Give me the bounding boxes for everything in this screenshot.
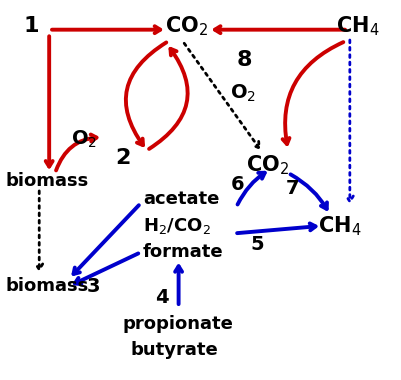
Text: 7: 7: [286, 179, 300, 198]
Text: biomass: biomass: [5, 171, 89, 190]
Text: O$_2$: O$_2$: [230, 83, 256, 104]
Text: 3: 3: [87, 277, 101, 296]
Text: CH$_4$: CH$_4$: [336, 14, 379, 38]
Text: CO$_2$: CO$_2$: [246, 154, 290, 177]
Text: O$_2$: O$_2$: [71, 128, 97, 150]
Text: 1: 1: [23, 16, 39, 36]
Text: 4: 4: [155, 288, 168, 307]
Text: H$_2$/CO$_2$: H$_2$/CO$_2$: [143, 216, 211, 236]
Text: biomass: biomass: [5, 277, 89, 295]
Text: butyrate: butyrate: [131, 341, 219, 359]
Text: CO$_2$: CO$_2$: [165, 14, 208, 38]
Text: 2: 2: [115, 148, 130, 168]
Text: 8: 8: [236, 50, 252, 70]
Text: 6: 6: [230, 175, 244, 194]
Text: formate: formate: [143, 243, 223, 261]
Text: propionate: propionate: [123, 315, 234, 333]
Text: CH$_4$: CH$_4$: [318, 214, 361, 238]
Text: 5: 5: [250, 235, 264, 254]
Text: acetate: acetate: [143, 190, 219, 209]
